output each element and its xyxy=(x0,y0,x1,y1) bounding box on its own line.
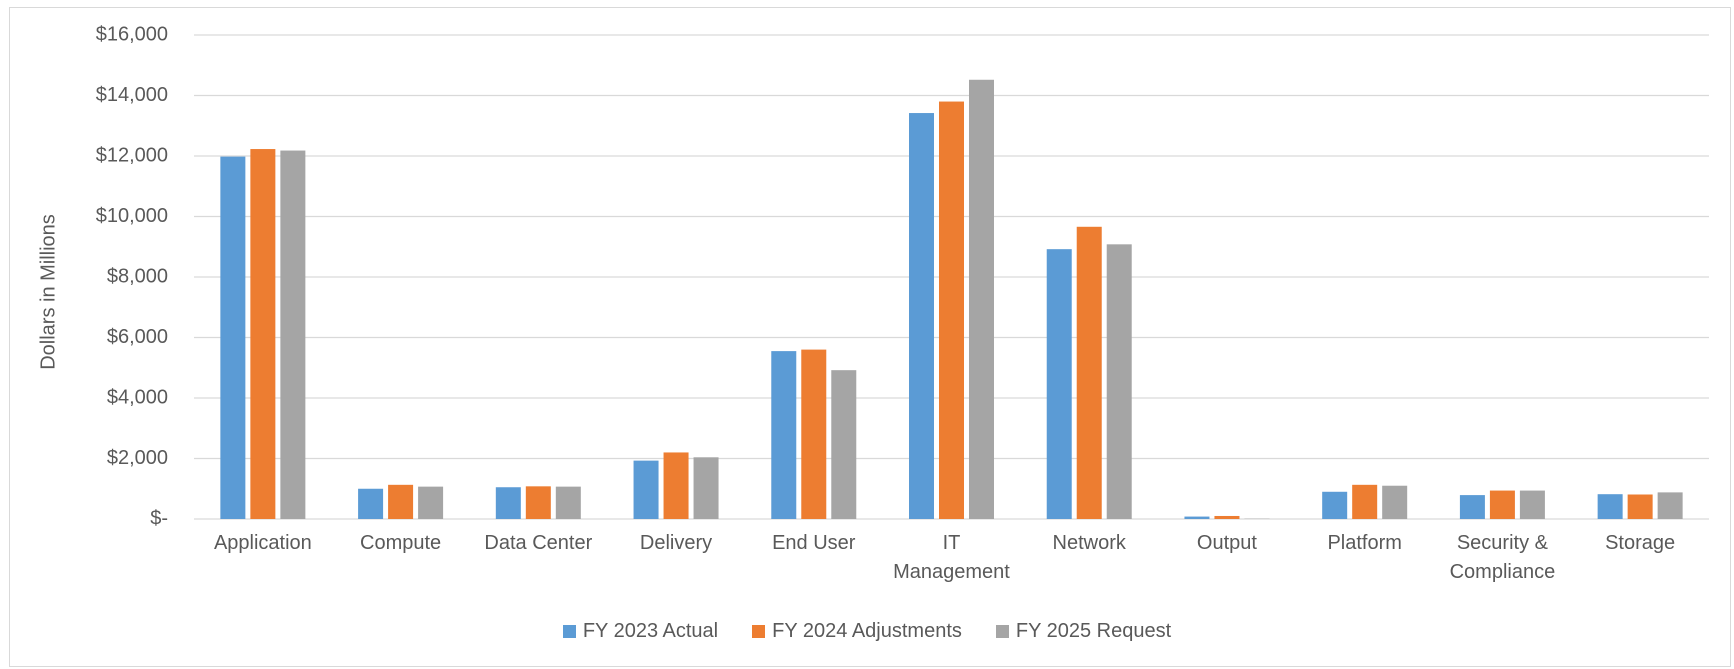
x-tick-label: Storage xyxy=(1605,532,1676,554)
y-tick-label: $- xyxy=(150,507,168,529)
bar xyxy=(1459,495,1485,519)
bar xyxy=(831,370,857,519)
x-tick-label: Data Center xyxy=(484,532,593,554)
legend-item: FY 2025 Request xyxy=(995,620,1172,643)
bar xyxy=(525,486,551,519)
bar xyxy=(1382,485,1408,519)
x-tick-label: Security & Compliance xyxy=(1449,532,1556,583)
legend-label: FY 2024 Adjustments xyxy=(772,620,962,642)
legend-label: FY 2025 Request xyxy=(1015,620,1172,642)
x-tick-label: Network xyxy=(1052,532,1126,554)
bar xyxy=(418,486,444,519)
y-tick-label: $12,000 xyxy=(96,144,168,166)
bar xyxy=(1046,249,1072,520)
bar xyxy=(1076,226,1102,519)
bar xyxy=(771,351,797,519)
bar xyxy=(633,460,659,519)
bar xyxy=(1214,515,1240,519)
legend-label: FY 2023 Actual xyxy=(582,620,719,642)
bar xyxy=(1597,494,1623,519)
y-tick-label: $6,000 xyxy=(107,326,168,348)
bar xyxy=(555,486,581,519)
bar xyxy=(909,113,934,520)
bar xyxy=(1657,492,1683,519)
bar xyxy=(1519,490,1545,519)
bar xyxy=(801,349,827,519)
legend-swatch xyxy=(995,625,1009,638)
x-tick-label: Output xyxy=(1196,532,1257,554)
bar xyxy=(388,484,414,519)
bar xyxy=(939,101,964,520)
bar xyxy=(969,79,994,520)
legend-swatch xyxy=(752,625,766,638)
bar xyxy=(1184,516,1210,519)
bar xyxy=(250,149,276,520)
legend: FY 2023 Actual FY 2024 Adjustments FY 2025… xyxy=(0,620,1734,643)
bar xyxy=(1106,244,1132,519)
bar xyxy=(693,457,719,519)
x-tick-label: End User xyxy=(772,532,856,554)
y-tick-label: $16,000 xyxy=(96,23,168,45)
bar xyxy=(358,488,384,519)
bar xyxy=(495,487,521,519)
y-tick-label: $2,000 xyxy=(107,447,168,469)
legend-item: FY 2024 Adjustments xyxy=(752,620,962,643)
bar xyxy=(1627,494,1653,519)
bar xyxy=(663,452,689,519)
x-tick-label: Platform xyxy=(1327,532,1402,554)
y-tick-label: $8,000 xyxy=(107,265,168,287)
x-tick-label: Application xyxy=(213,532,312,554)
x-tick-label: Compute xyxy=(360,532,442,554)
y-tick-label: $4,000 xyxy=(107,386,168,408)
bar xyxy=(1489,490,1515,519)
bar xyxy=(280,150,306,519)
x-tick-label: Delivery xyxy=(639,532,713,554)
bar xyxy=(1352,484,1378,519)
bar xyxy=(1322,491,1348,519)
legend-item: FY 2023 Actual xyxy=(562,620,719,643)
y-tick-label: $10,000 xyxy=(96,205,168,227)
bar xyxy=(220,156,246,520)
chart-frame xyxy=(9,7,1731,667)
y-axis-title: Dollars in Millions xyxy=(37,214,59,370)
y-tick-label: $14,000 xyxy=(96,84,168,106)
legend-swatch xyxy=(562,625,576,638)
x-tick-label: IT Management xyxy=(893,532,1010,583)
